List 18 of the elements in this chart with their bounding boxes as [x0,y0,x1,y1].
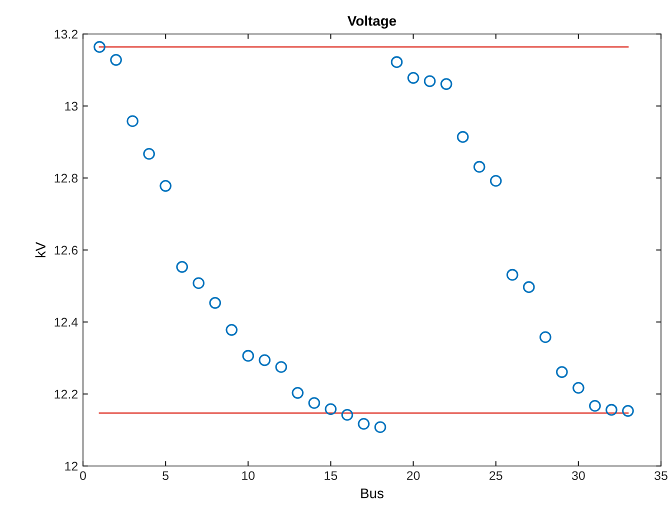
x-tick-label: 10 [242,471,255,480]
x-tick-label: 35 [654,471,668,480]
y-tick-label: 13.2 [54,30,78,39]
y-tick-label: 12.8 [54,174,78,183]
x-axis-title: Bus [361,488,384,498]
y-tick-label: 12.6 [54,246,78,255]
y-axis-title: kV [35,242,46,258]
x-tick-label: 25 [490,471,502,480]
x-tick-label: 15 [324,471,338,480]
x-tick-label: 0 [80,471,86,480]
x-tick-label: 5 [162,471,169,480]
chart-title: Voltage [348,16,396,29]
y-tick-label: 13 [65,102,78,111]
x-tick-label: 30 [572,471,585,480]
x-tick-label: 20 [406,471,420,480]
y-tick-label: 12.4 [54,318,78,327]
y-tick-label: 12.2 [54,390,78,399]
y-tick-label: 12 [65,462,78,471]
